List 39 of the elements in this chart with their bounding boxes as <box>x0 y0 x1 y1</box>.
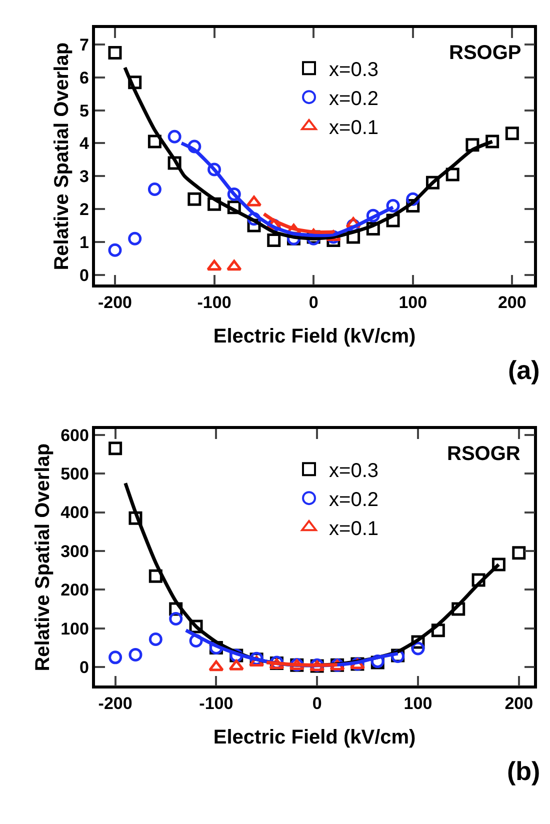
y-tick-label: 1 <box>80 232 89 252</box>
legend-label: x=0.2 <box>329 488 378 511</box>
annotation: RSOGR <box>447 443 521 465</box>
legend-label: x=0.3 <box>329 460 378 482</box>
y-tick-label: 3 <box>80 167 89 186</box>
x-tick-label: -100 <box>199 694 234 713</box>
y-tick-label: 600 <box>60 426 89 445</box>
y-tick-label: 0 <box>80 658 89 678</box>
x-axis-title: Electric Field (kV/cm) <box>213 726 416 748</box>
y-axis-title: Relative Spatial Overlap <box>51 42 73 270</box>
x-tick-label: 0 <box>308 292 318 312</box>
x-tick-label: 100 <box>404 694 432 713</box>
y-tick-label: 100 <box>60 619 89 638</box>
legend-label: x=0.3 <box>329 58 378 81</box>
x-axis-title: Electric Field (kV/cm) <box>213 325 416 348</box>
y-tick-label: 0 <box>80 266 89 285</box>
y-axis-title: Relative Spatial Overlap <box>32 443 54 672</box>
y-tick-label: 400 <box>60 503 89 522</box>
x-tick-label: -200 <box>98 292 132 312</box>
x-tick-label: 200 <box>498 292 526 312</box>
y-tick-label: 4 <box>80 134 90 154</box>
y-tick-label: 200 <box>60 580 89 600</box>
y-tick-label: 300 <box>60 542 89 561</box>
x-tick-label: -200 <box>98 694 132 713</box>
x-tick-label: 0 <box>312 694 322 713</box>
y-tick-label: 2 <box>80 200 89 219</box>
x-tick-label: 200 <box>504 694 534 713</box>
x-tick-label: -100 <box>197 292 232 312</box>
legend-label: x=0.1 <box>329 116 378 139</box>
x-tick-label: 100 <box>398 292 428 312</box>
y-tick-label: 5 <box>80 101 89 120</box>
annotation: RSOGP <box>449 42 522 64</box>
y-tick-label: 7 <box>80 35 89 54</box>
legend-label: x=0.2 <box>329 88 378 110</box>
y-tick-label: 500 <box>60 464 89 484</box>
text: (b) <box>507 756 540 786</box>
text: (a) <box>508 355 540 385</box>
legend-label: x=0.1 <box>329 518 378 540</box>
y-tick-label: 6 <box>80 68 89 88</box>
